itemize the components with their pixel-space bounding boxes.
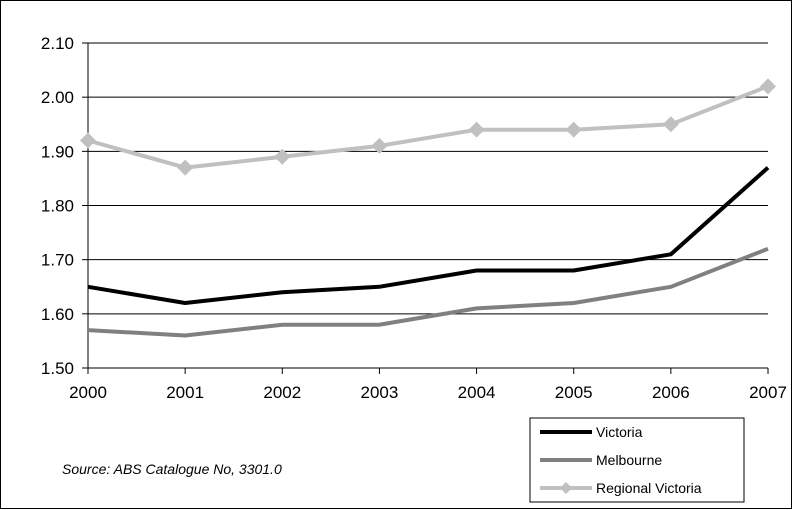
y-tick-label: 1.70 bbox=[41, 251, 74, 270]
data-point-regional-victoria bbox=[371, 137, 388, 154]
series-line-melbourne bbox=[87, 246, 769, 338]
y-tick-label: 1.90 bbox=[41, 142, 74, 161]
y-tick-label: 2.00 bbox=[41, 88, 74, 107]
y-tick-label: 1.50 bbox=[41, 359, 74, 378]
x-tick-label: 2000 bbox=[69, 383, 107, 402]
series-line-victoria bbox=[87, 166, 770, 305]
data-point-regional-victoria bbox=[468, 121, 485, 138]
x-axis-ticks: 2000 2001 2002 2003 2004 2005 2006 2007 bbox=[69, 368, 787, 402]
legend-label: Victoria bbox=[596, 424, 643, 440]
y-axis-ticks: 1.50 1.60 1.70 1.80 1.90 2.00 2.10 bbox=[41, 34, 88, 378]
data-point-regional-victoria bbox=[274, 148, 291, 165]
series-layer bbox=[80, 78, 776, 338]
legend: Victoria Melbourne Regional Victoria bbox=[529, 417, 745, 503]
x-tick-label: 2007 bbox=[749, 383, 787, 402]
y-tick-label: 2.10 bbox=[41, 34, 74, 53]
legend-marker bbox=[560, 482, 572, 494]
series-line-regional-victoria bbox=[87, 84, 769, 170]
x-tick-label: 2003 bbox=[361, 383, 399, 402]
data-point-regional-victoria bbox=[80, 132, 96, 149]
x-tick-label: 2006 bbox=[652, 383, 690, 402]
legend-label: Melbourne bbox=[596, 452, 662, 468]
x-tick-label: 2005 bbox=[555, 383, 593, 402]
x-tick-label: 2001 bbox=[166, 383, 204, 402]
source-note: Source: ABS Catalogue No, 3301.0 bbox=[62, 461, 282, 477]
grid-lines bbox=[88, 42, 768, 315]
data-point-regional-victoria bbox=[565, 121, 582, 138]
x-tick-label: 2004 bbox=[458, 383, 496, 402]
legend-label: Regional Victoria bbox=[596, 480, 702, 496]
data-point-regional-victoria bbox=[177, 159, 194, 176]
y-tick-label: 1.60 bbox=[41, 305, 74, 324]
data-point-regional-victoria bbox=[662, 116, 679, 133]
x-tick-label: 2002 bbox=[263, 383, 301, 402]
y-tick-label: 1.80 bbox=[41, 197, 74, 216]
data-point-regional-victoria bbox=[760, 78, 776, 95]
